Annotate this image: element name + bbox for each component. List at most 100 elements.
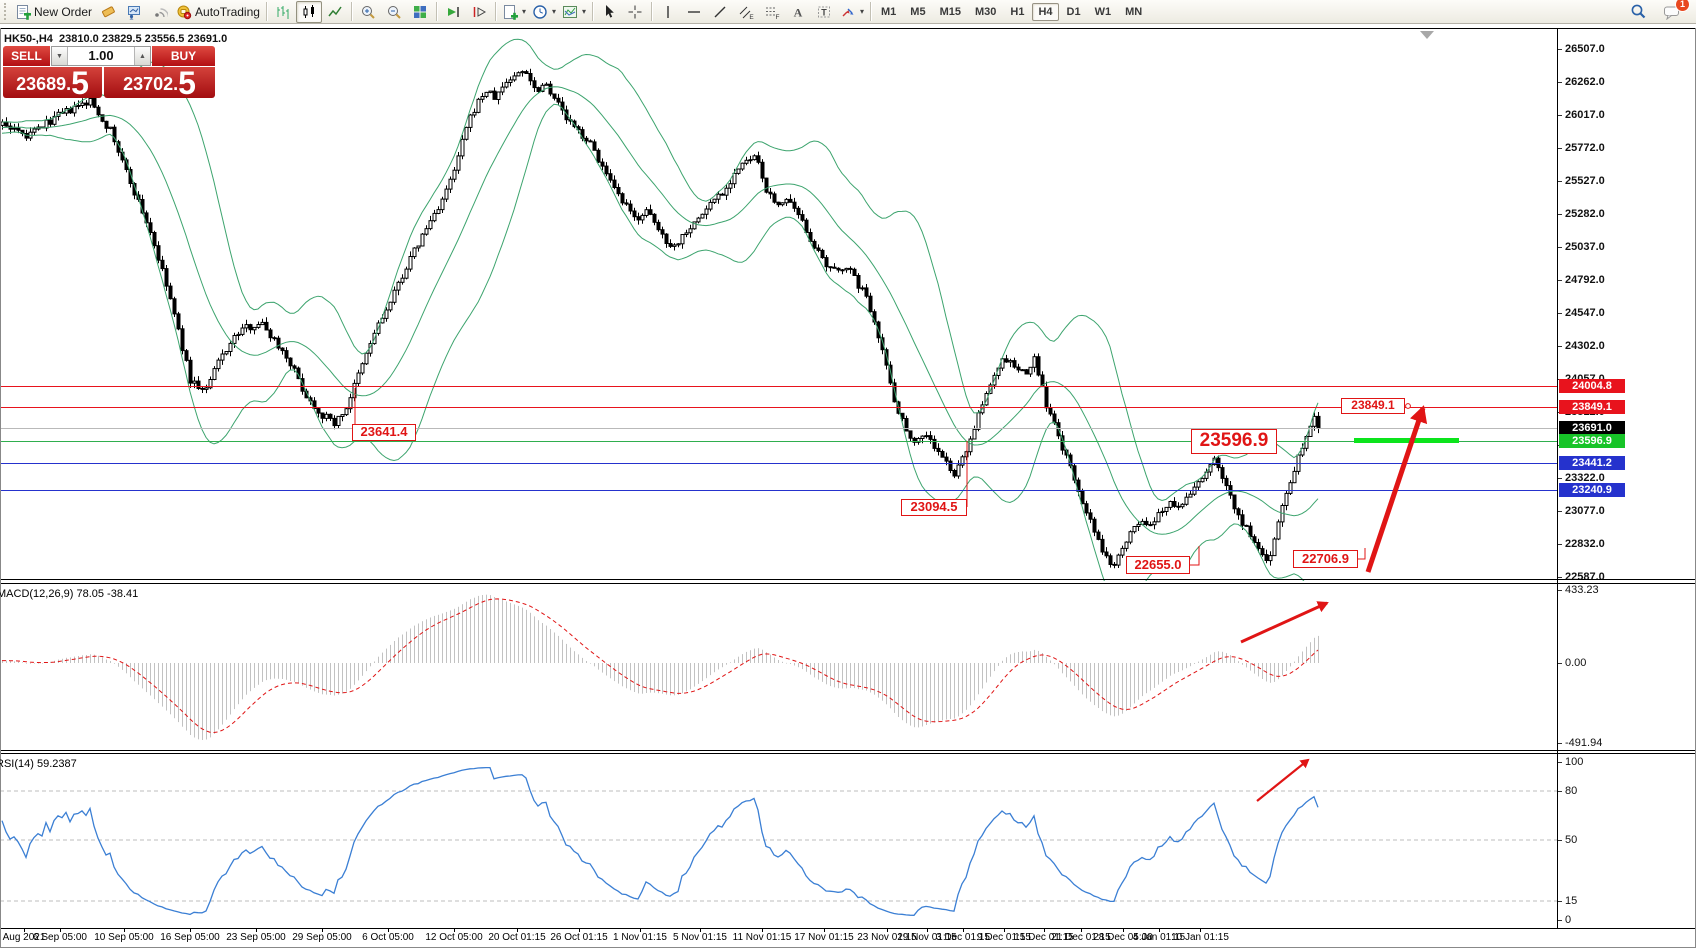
y-axis-tick [1558, 743, 1562, 744]
timeframe-button-h4[interactable]: H4 [1032, 2, 1059, 21]
timeframe-button-m5[interactable]: M5 [910, 5, 926, 18]
buy-price[interactable]: 23702. 5 [104, 67, 215, 99]
search-button[interactable] [1625, 1, 1651, 23]
text-label-icon: T [818, 6, 830, 17]
equidistant-channel-icon: E [739, 6, 754, 20]
timeframe-button-m30[interactable]: M30 [974, 5, 997, 18]
auto-scroll-button[interactable] [440, 1, 466, 23]
horizontal-level-line[interactable] [0, 463, 1557, 464]
autotrading-button[interactable]: AutoTrading [173, 1, 263, 23]
timeframe-button-m15[interactable]: M15 [939, 5, 961, 18]
x-axis-label: 6 Oct 05:00 [362, 932, 414, 943]
x-axis-label: 5 Nov 01:15 [673, 932, 727, 943]
metaeditor-button[interactable] [95, 1, 121, 23]
zoom-out-button[interactable] [381, 1, 407, 23]
crosshair-button[interactable] [622, 1, 648, 23]
pane-separator[interactable] [0, 753, 1696, 754]
notifications-button[interactable]: 1 [1659, 0, 1690, 23]
y-axis-tick [1558, 840, 1562, 841]
timeframe-button-d1[interactable]: D1 [1066, 5, 1081, 18]
pane-separator[interactable] [0, 750, 1696, 751]
horizontal-level-line[interactable] [0, 407, 1557, 408]
text-icon: A [794, 5, 803, 19]
x-axis-tick [24, 929, 25, 932]
timeframe-button-mn[interactable]: MN [1125, 5, 1143, 18]
y-axis-label: 26507.0 [1565, 43, 1605, 55]
cursor-button[interactable] [596, 1, 622, 23]
x-axis-label: 29 Nov 01:15 [897, 932, 957, 943]
horizontal-line-button[interactable] [681, 1, 707, 23]
y-axis-tick [1558, 280, 1562, 281]
timeframe-button-h1[interactable]: H1 [1010, 5, 1025, 18]
x-axis-label: 28 Dec 05:00 [1093, 932, 1153, 943]
horizontal-level-line[interactable] [0, 428, 1557, 429]
horizontal-level-line[interactable] [0, 441, 1557, 442]
x-axis-label: 26 Oct 01:15 [550, 932, 608, 943]
sell-price[interactable]: 23689. 5 [3, 67, 102, 99]
fibonacci-button[interactable]: F [759, 1, 785, 23]
x-axis-tick [1044, 929, 1045, 932]
signals-icon [155, 7, 169, 17]
text-button[interactable]: A [785, 1, 811, 23]
horizontal-level-line[interactable] [0, 490, 1557, 491]
y-axis-tick [1558, 148, 1562, 149]
x-axis-label: 21 Dec 01:15 [1051, 932, 1111, 943]
bar-chart-button[interactable] [270, 1, 296, 23]
new-chart-button[interactable]: ▾ [499, 1, 529, 23]
signals-button[interactable] [147, 1, 173, 23]
price-annotation[interactable]: 23641.4 [352, 424, 416, 441]
time-axis-border [0, 928, 1696, 929]
price-annotation[interactable]: 23596.9 [1191, 429, 1277, 454]
vertical-line-button[interactable] [655, 1, 681, 23]
x-axis-label: 11 Nov 01:15 [732, 932, 792, 943]
toolbar-grip[interactable] [4, 3, 9, 20]
toolbar-separator [592, 2, 593, 21]
support-zone-segment[interactable] [1354, 438, 1459, 443]
candlestick-chart-button[interactable] [295, 0, 322, 23]
candlestick-series [0, 68, 1321, 569]
search-icon [1631, 4, 1645, 19]
trendline-icon [714, 6, 726, 17]
sell-button[interactable]: SELL [3, 46, 50, 66]
periods-button[interactable]: ▾ [529, 1, 559, 23]
y-axis-tick [1558, 115, 1562, 116]
macd-axis-label: 433.23 [1565, 584, 1599, 596]
price-annotation[interactable]: 23094.5 [901, 499, 967, 516]
x-axis-tick [1159, 929, 1160, 932]
strategy-tester-icon [128, 5, 141, 19]
dropdown-arrow-icon: ▾ [581, 7, 586, 16]
volume-input[interactable]: 1.00 [88, 48, 114, 63]
pane-separator[interactable] [0, 583, 1696, 584]
tile-windows-button[interactable] [407, 1, 433, 23]
trend-arrow-rsi[interactable] [1256, 758, 1310, 802]
y-axis-label: 24792.0 [1565, 274, 1605, 286]
zoom-in-button[interactable] [355, 1, 381, 23]
x-axis-tick [700, 929, 701, 932]
chart-shift-button[interactable] [466, 1, 492, 23]
new-order-button[interactable]: New Order [12, 1, 95, 23]
price-annotation[interactable]: 23849.1 [1341, 398, 1405, 414]
buy-button[interactable]: BUY [152, 46, 215, 66]
indicators-button[interactable]: ▾ [559, 1, 589, 23]
price-annotation[interactable]: 22706.9 [1293, 550, 1358, 568]
line-chart-button[interactable] [322, 1, 348, 23]
arrow-objects-button[interactable]: ▾ [837, 1, 867, 23]
x-axis-tick [454, 929, 455, 932]
horizontal-level-line[interactable] [0, 386, 1557, 387]
volume-increase-button[interactable]: ▲ [134, 47, 150, 65]
x-axis-tick [640, 929, 641, 932]
equidistant-channel-button[interactable]: E [733, 1, 759, 23]
chart-shift-icon [473, 6, 486, 17]
pane-separator[interactable] [0, 579, 1696, 580]
timeframe-button-m1[interactable]: M1 [881, 5, 897, 18]
trend-arrow-macd[interactable] [1240, 601, 1329, 644]
fibonacci-icon: F [766, 7, 780, 20]
price-annotation[interactable]: 22655.0 [1126, 556, 1190, 574]
strategy-tester-button[interactable] [121, 1, 147, 23]
timeframe-button-w1[interactable]: W1 [1094, 5, 1112, 18]
text-label-button[interactable]: T [811, 1, 837, 23]
trendline-button[interactable] [707, 1, 733, 23]
volume-decrease-button[interactable]: ▼ [52, 47, 68, 65]
